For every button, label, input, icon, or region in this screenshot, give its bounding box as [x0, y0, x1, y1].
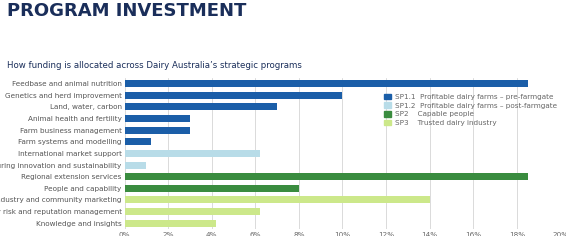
- Bar: [125, 80, 528, 87]
- Text: PROGRAM INVESTMENT: PROGRAM INVESTMENT: [7, 2, 246, 20]
- Bar: [125, 196, 430, 203]
- Bar: [125, 127, 190, 134]
- Bar: [125, 173, 528, 180]
- Bar: [125, 150, 260, 157]
- Legend: SP1.1  Profitable dairy farms – pre-farmgate, SP1.2  Profitable dairy farms – po: SP1.1 Profitable dairy farms – pre-farmg…: [384, 94, 557, 126]
- Bar: [125, 92, 342, 99]
- Bar: [125, 208, 260, 215]
- Text: How funding is allocated across Dairy Australia’s strategic programs: How funding is allocated across Dairy Au…: [7, 61, 302, 70]
- Bar: [125, 161, 146, 169]
- Bar: [125, 103, 277, 110]
- Bar: [125, 185, 299, 192]
- Bar: [125, 220, 216, 227]
- Bar: [125, 115, 190, 122]
- Bar: [125, 138, 151, 145]
